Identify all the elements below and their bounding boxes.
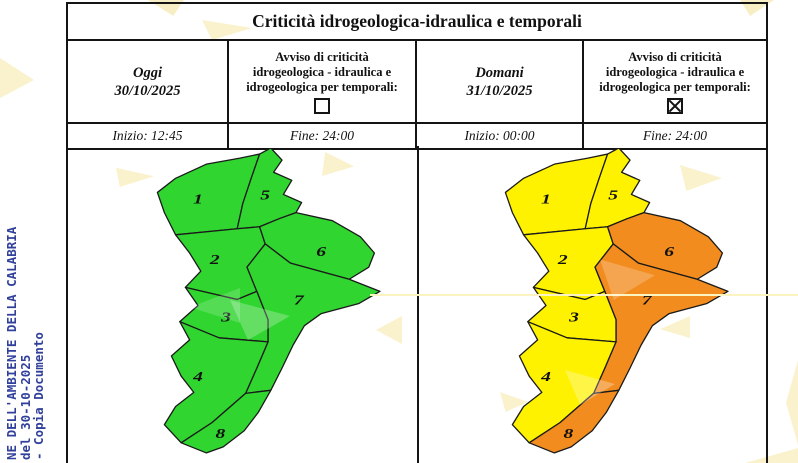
watermark-line — [370, 294, 798, 296]
zone-3-label: 3 — [220, 309, 231, 325]
tomorrow-advisory-cell: Avviso di criticità idrogeologica - idra… — [582, 39, 766, 122]
zone-4-label: 4 — [192, 369, 203, 385]
today-advisory-checkbox — [314, 98, 330, 114]
zone-5-area — [585, 148, 649, 229]
tomorrow-calabria-map: 1 5 2 6 7 3 4 8 — [462, 148, 742, 461]
zone-3-label: 3 — [568, 309, 579, 325]
alert-table: Criticità idrogeologica-idraulica e temp… — [66, 2, 768, 150]
tomorrow-date-cell: Domani 31/10/2025 — [415, 39, 582, 122]
zone-4-area — [512, 322, 616, 443]
today-date-cell: Oggi 30/10/2025 — [68, 39, 227, 122]
map-panels: 1 5 2 6 7 3 4 8 — [66, 146, 768, 463]
watermark-triangle — [0, 58, 34, 98]
zone-4-label: 4 — [540, 369, 551, 385]
zone-7-label: 7 — [294, 292, 305, 308]
today-start-time: Inizio: 12:45 — [68, 122, 227, 148]
tomorrow-label: Domani — [475, 64, 524, 81]
tomorrow-date: 31/10/2025 — [466, 82, 533, 99]
watermark-line-3: - Copia Documento — [31, 332, 46, 460]
today-end-time: Fine: 24:00 — [227, 122, 415, 148]
tomorrow-start-time: Inizio: 00:00 — [415, 122, 582, 148]
zone-5-label: 5 — [260, 187, 270, 203]
zone-6-label: 6 — [316, 244, 326, 260]
today-advisory-cell: Avviso di criticità idrogeologica - idra… — [227, 39, 415, 122]
zone-1-label: 1 — [193, 191, 203, 207]
tomorrow-map-panel: 1 5 2 6 7 3 4 8 — [419, 146, 766, 463]
document-watermark-text: NE DELL'AMBIENTE DELLA CALABRIA del 30-1… — [4, 227, 46, 460]
zone-4-area — [164, 322, 268, 443]
watermark-triangle — [786, 360, 798, 445]
page-title: Criticità idrogeologica-idraulica e temp… — [252, 11, 582, 31]
tomorrow-end-time: Fine: 24:00 — [582, 122, 766, 148]
zone-1-label: 1 — [541, 191, 551, 207]
today-map-panel: 1 5 2 6 7 3 4 8 — [68, 146, 419, 463]
tomorrow-advisory-label: Avviso di criticità idrogeologica - idra… — [599, 50, 751, 94]
zone-8-area — [529, 390, 619, 453]
tomorrow-advisory-checkbox — [667, 98, 683, 114]
zone-5-area — [237, 148, 301, 229]
zone-6-label: 6 — [664, 244, 674, 260]
zone-8-label: 8 — [215, 425, 225, 441]
zone-8-label: 8 — [563, 425, 573, 441]
zone-2-label: 2 — [557, 252, 568, 268]
zone-7-label: 7 — [642, 292, 653, 308]
today-advisory-label: Avviso di criticità idrogeologica - idra… — [246, 50, 398, 94]
today-date: 30/10/2025 — [114, 82, 181, 99]
today-label: Oggi — [133, 64, 162, 81]
today-calabria-map: 1 5 2 6 7 3 4 8 — [114, 148, 394, 461]
zone-5-label: 5 — [608, 187, 618, 203]
zone-2-label: 2 — [209, 252, 220, 268]
